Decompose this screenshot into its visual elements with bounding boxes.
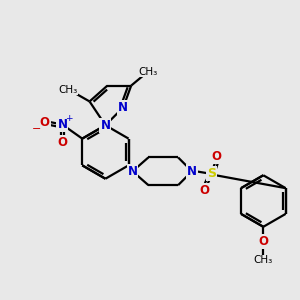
Text: N: N [100, 119, 110, 132]
Text: N: N [118, 101, 128, 114]
Text: CH₃: CH₃ [138, 67, 158, 77]
Text: N: N [57, 118, 68, 131]
Text: +: + [64, 114, 72, 123]
Text: O: O [57, 136, 68, 149]
Text: S: S [207, 167, 216, 180]
Text: CH₃: CH₃ [58, 85, 77, 94]
Text: O: O [258, 235, 268, 248]
Text: CH₃: CH₃ [254, 256, 273, 266]
Text: O: O [212, 150, 222, 163]
Text: N: N [187, 165, 197, 178]
Text: O: O [200, 184, 210, 196]
Text: O: O [40, 116, 50, 129]
Text: N: N [128, 165, 137, 178]
Text: −: − [32, 124, 41, 134]
